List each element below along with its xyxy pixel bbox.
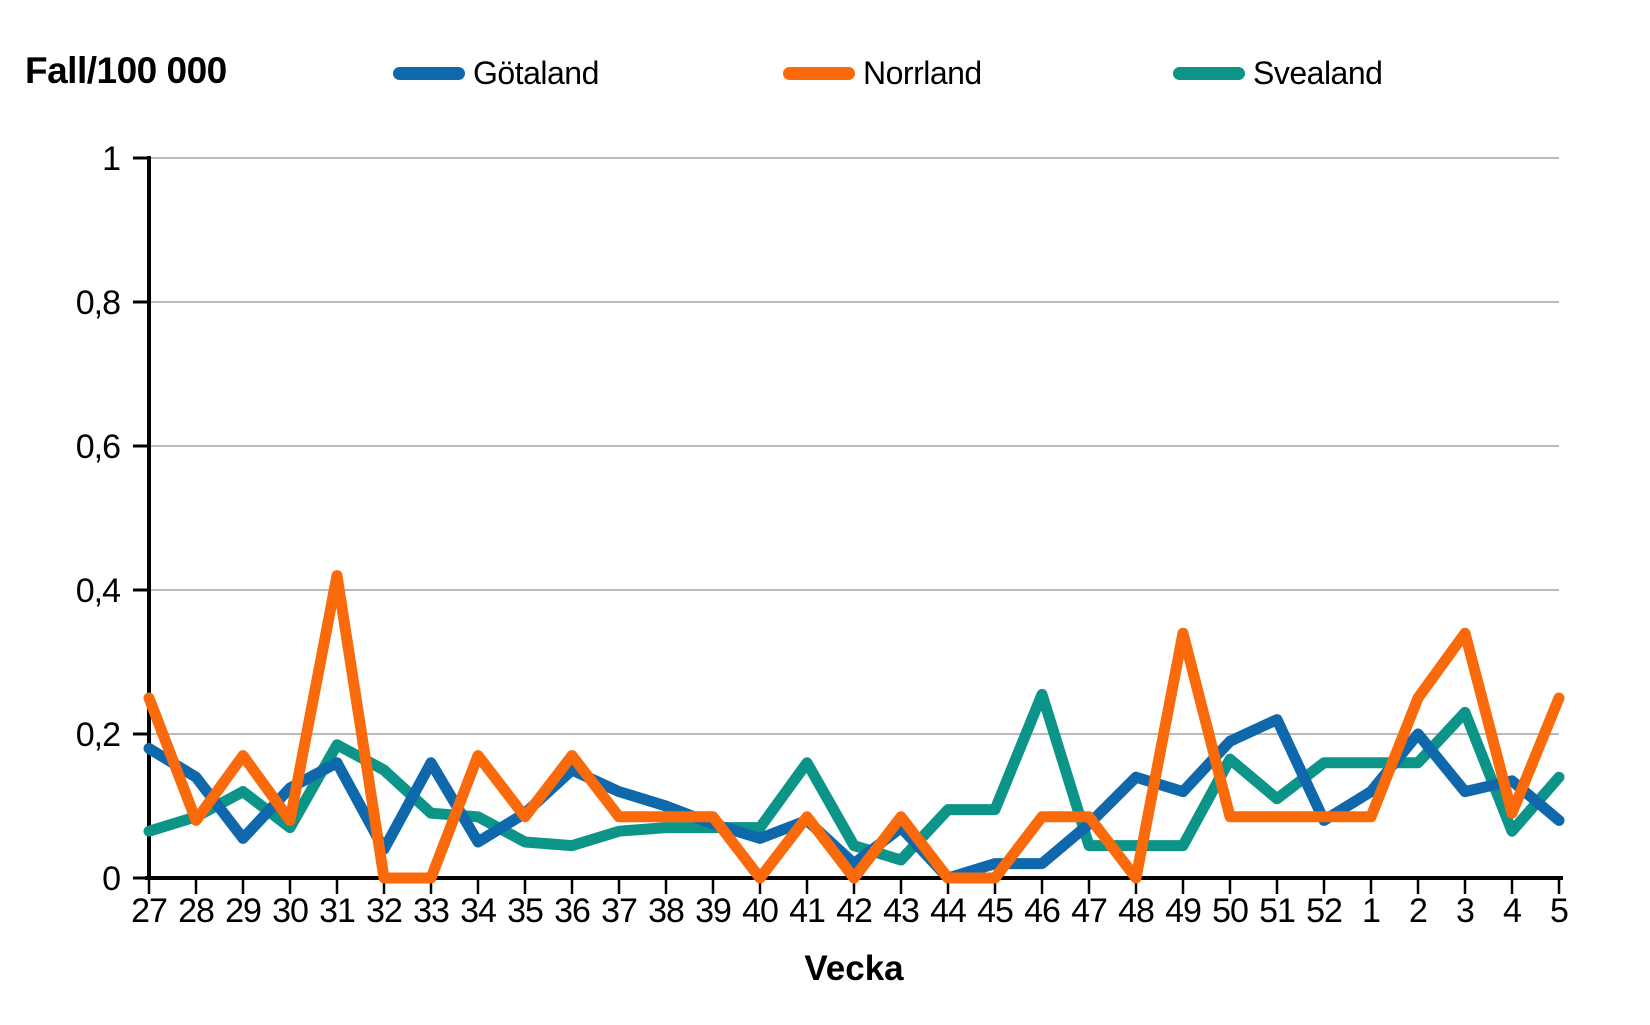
x-axis-tick-label: 31 — [319, 892, 355, 930]
legend-item-norrland: Norrland — [783, 54, 982, 92]
legend-label-norrland: Norrland — [863, 54, 982, 91]
x-axis-tick-label: 41 — [789, 892, 825, 930]
x-axis-tick-label: 52 — [1306, 892, 1342, 930]
legend-label-svealand: Svealand — [1253, 54, 1383, 91]
x-axis-tick-label: 46 — [1024, 892, 1060, 930]
legend-swatch-svealand — [1173, 66, 1245, 80]
x-axis-tick-label: 40 — [742, 892, 778, 930]
x-axis-tick-label: 48 — [1118, 892, 1154, 930]
y-axis-tick-label: 0,6 — [76, 428, 120, 466]
x-axis-tick-label: 50 — [1212, 892, 1248, 930]
x-axis-tick-label: 27 — [131, 892, 167, 930]
x-axis-tick-label: 1 — [1362, 892, 1380, 930]
chart-title: Fall/100 000 — [25, 50, 227, 91]
x-axis-tick-label: 30 — [272, 892, 308, 930]
x-axis-tick-label: 36 — [554, 892, 590, 930]
x-axis-tick-label: 28 — [178, 892, 214, 930]
x-axis-tick-label: 33 — [413, 892, 449, 930]
x-axis-tick-label: 39 — [695, 892, 731, 930]
x-axis-tick-label: 37 — [601, 892, 637, 930]
series-line-svealand — [143, 688, 1565, 866]
legend-label-gotaland: Götaland — [473, 54, 599, 91]
x-axis-tick-label: 35 — [507, 892, 543, 930]
y-axis-tick-label: 0 — [102, 860, 120, 898]
x-axis-tick-label: 47 — [1071, 892, 1107, 930]
x-axis-tick-label: 29 — [225, 892, 261, 930]
legend-item-svealand: Svealand — [1173, 54, 1383, 92]
x-axis-tick-label: 42 — [836, 892, 872, 930]
x-axis-tick-label: 49 — [1165, 892, 1201, 930]
x-axis-title: Vecka — [804, 949, 904, 988]
legend-swatch-norrland — [783, 66, 855, 80]
x-axis-tick-label: 32 — [366, 892, 402, 930]
x-axis-tick-label: 2 — [1409, 892, 1427, 930]
x-axis-tick-label: 45 — [977, 892, 1013, 930]
x-axis-tick-label: 5 — [1550, 892, 1568, 930]
x-axis-tick-label: 51 — [1259, 892, 1295, 930]
x-axis-tick-label: 3 — [1456, 892, 1474, 930]
series-line-norrland — [143, 570, 1565, 884]
y-axis-tick-label: 1 — [102, 140, 120, 178]
legend-swatch-gotaland — [393, 66, 465, 80]
x-axis-tick-label: 4 — [1503, 892, 1521, 930]
x-axis-tick-label: 34 — [460, 892, 496, 930]
x-axis-tick-label: 44 — [930, 892, 966, 930]
x-axis-tick-label: 38 — [648, 892, 684, 930]
y-axis-tick-label: 0,2 — [76, 716, 120, 754]
y-axis-tick-label: 0,8 — [76, 284, 120, 322]
legend-item-gotaland: Götaland — [393, 54, 599, 92]
x-axis-tick-label: 43 — [883, 892, 919, 930]
y-axis-tick-label: 0,4 — [76, 572, 120, 610]
